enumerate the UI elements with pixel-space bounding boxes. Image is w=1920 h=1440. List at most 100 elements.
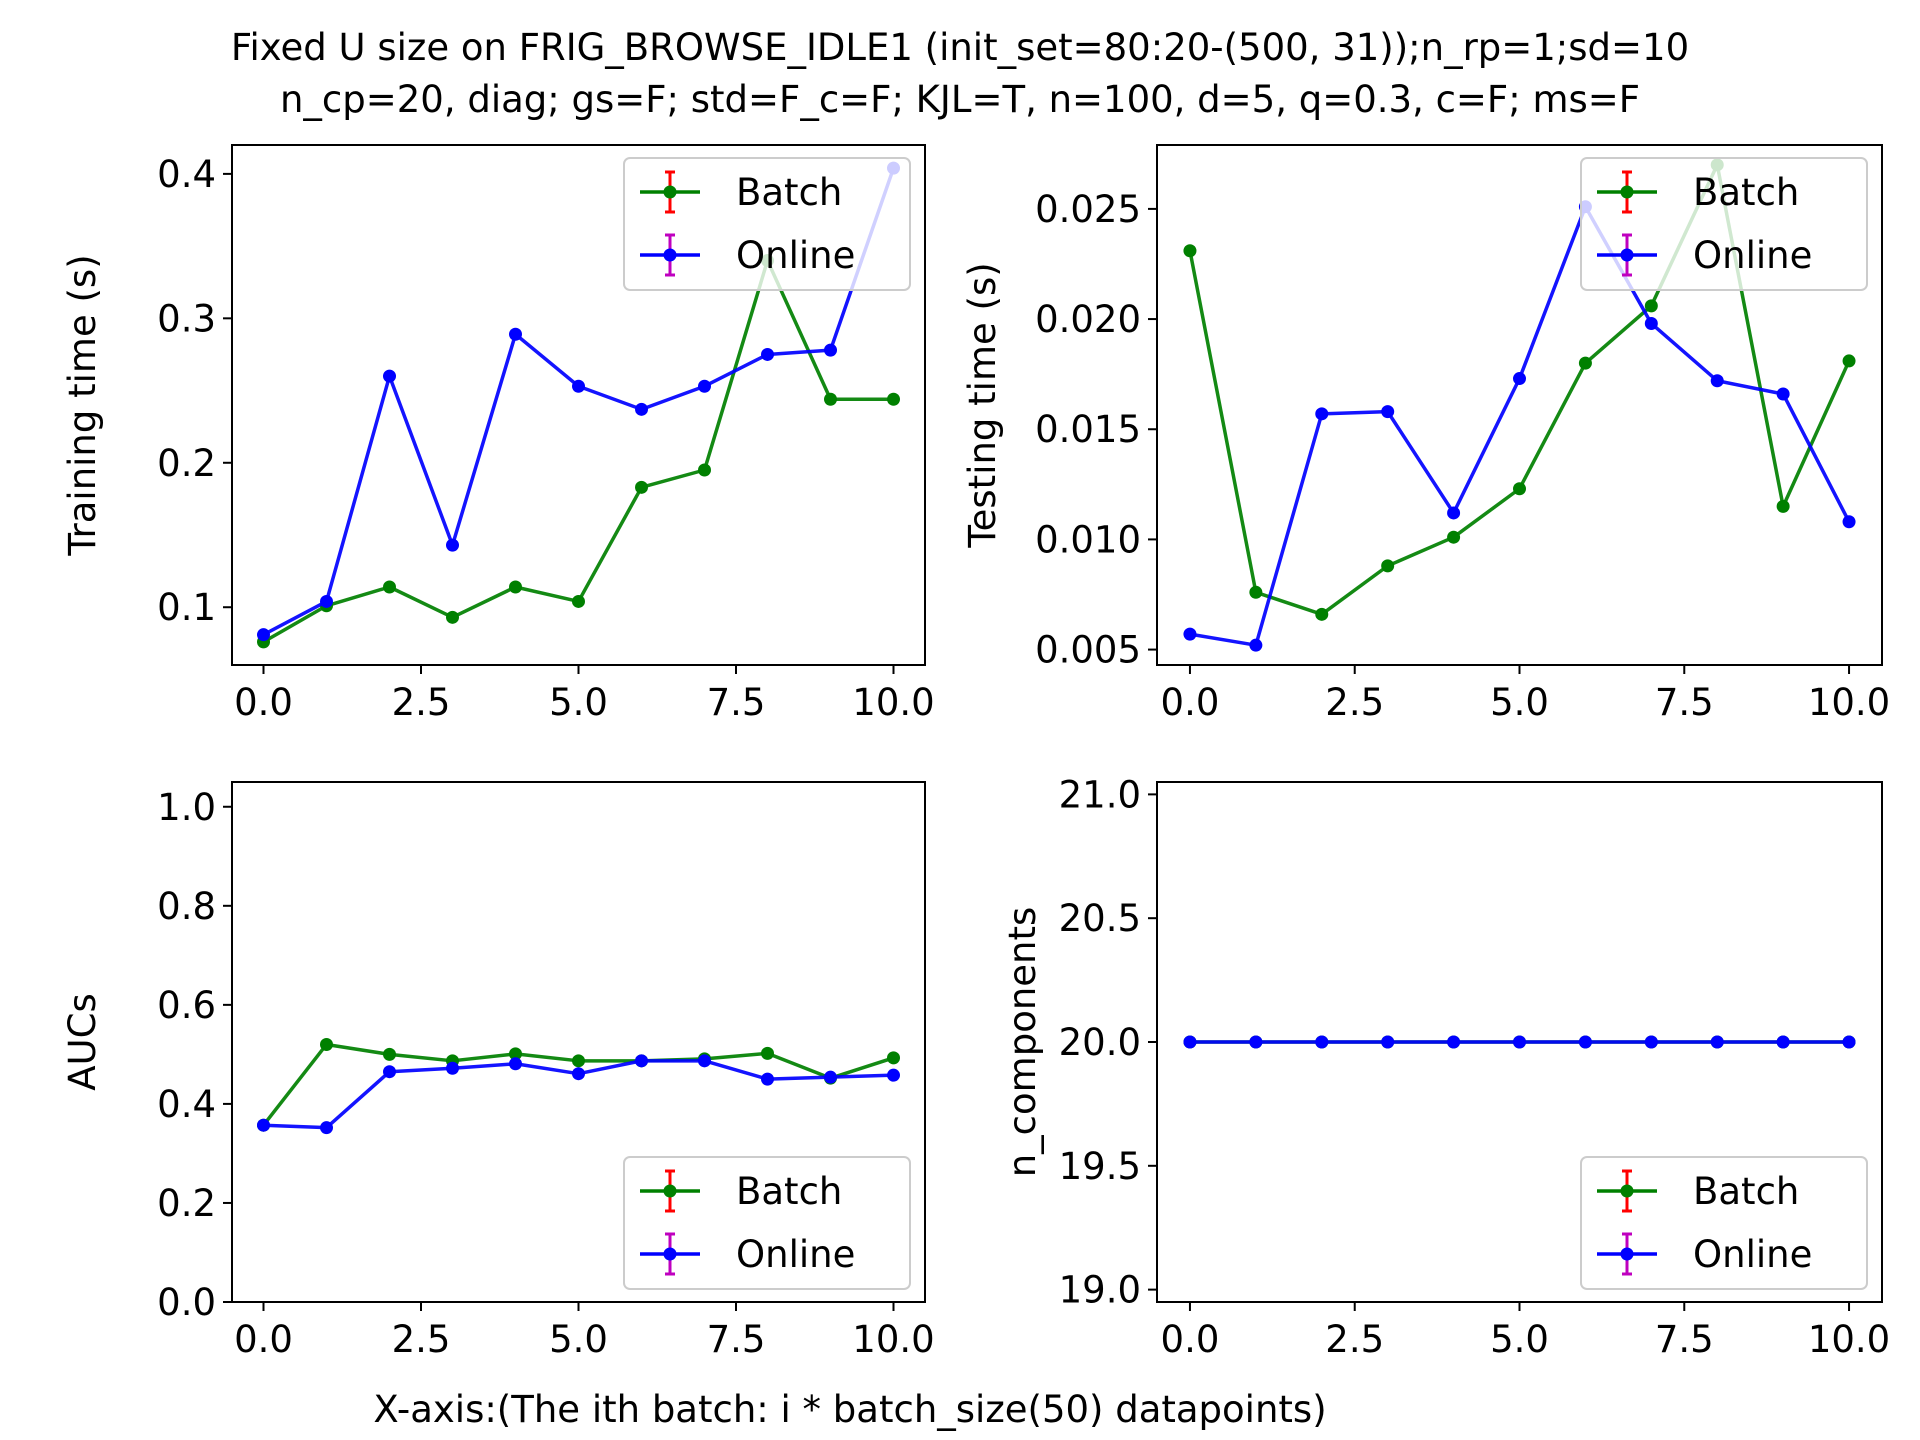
data-point-online bbox=[572, 379, 585, 393]
x-tick-label: 0.0 bbox=[1161, 681, 1220, 724]
data-point-batch bbox=[761, 1046, 774, 1060]
data-point-online bbox=[1578, 1035, 1592, 1049]
data-point-online bbox=[320, 594, 333, 608]
legend-marker bbox=[663, 1184, 677, 1198]
x-tick-label: 10.0 bbox=[852, 1318, 934, 1361]
x-tick-label: 5.0 bbox=[549, 681, 608, 724]
data-point-online bbox=[1644, 1035, 1658, 1049]
data-point-batch bbox=[446, 610, 459, 624]
y-tick-label: 0.010 bbox=[1035, 518, 1141, 561]
data-point-online bbox=[824, 343, 837, 357]
legend-label: Batch bbox=[1693, 1170, 1799, 1213]
y-tick-label: 0.3 bbox=[157, 297, 216, 340]
legend-marker bbox=[663, 1247, 677, 1261]
data-point-online bbox=[698, 379, 711, 393]
data-point-online bbox=[1183, 1035, 1197, 1049]
data-point-online bbox=[446, 1061, 459, 1075]
legend-label: Batch bbox=[1693, 171, 1799, 214]
legend-label: Online bbox=[1693, 1233, 1812, 1276]
x-tick-label: 7.5 bbox=[1655, 1318, 1714, 1361]
legend-marker bbox=[663, 185, 677, 199]
legend-label: Online bbox=[736, 1233, 855, 1276]
data-point-batch bbox=[1513, 482, 1526, 496]
x-tick-label: 7.5 bbox=[707, 681, 766, 724]
x-tick-label: 5.0 bbox=[1490, 1318, 1549, 1361]
y-tick-label: 0.2 bbox=[157, 1182, 216, 1225]
legend-marker bbox=[1620, 185, 1634, 199]
x-tick-label: 7.5 bbox=[1655, 681, 1714, 724]
legend-marker bbox=[663, 248, 677, 262]
x-tick-label: 2.5 bbox=[392, 681, 451, 724]
y-axis-label: n_components bbox=[1001, 907, 1044, 1178]
y-tick-label: 0.4 bbox=[157, 1083, 216, 1126]
data-point-online bbox=[1842, 515, 1856, 529]
y-tick-label: 0.1 bbox=[157, 586, 216, 629]
data-point-online bbox=[761, 347, 774, 361]
data-point-online bbox=[1776, 1035, 1790, 1049]
x-tick-label: 2.5 bbox=[392, 1318, 451, 1361]
data-point-batch bbox=[1249, 585, 1263, 599]
y-tick-label: 0.025 bbox=[1035, 188, 1141, 231]
data-point-batch bbox=[383, 580, 396, 594]
data-point-online bbox=[1447, 506, 1461, 520]
panel-aucs: 0.0 2.5 5.0 7.5 10.0 0.0 0.2 0.4 0.6 0.8 1.0 AUCs Ba… bbox=[61, 781, 935, 1361]
data-point-online bbox=[446, 538, 459, 552]
legend-marker bbox=[1620, 248, 1634, 262]
data-point-batch bbox=[509, 1047, 522, 1061]
y-tick-label: 19.5 bbox=[1059, 1145, 1141, 1188]
data-point-batch bbox=[1644, 299, 1658, 313]
y-tick-label: 0.4 bbox=[157, 153, 216, 196]
legend-marker bbox=[1620, 1184, 1634, 1198]
figure-title-line1: Fixed U size on FRIG_BROWSE_IDLE1 (init_… bbox=[231, 26, 1689, 69]
y-tick-label: 21.0 bbox=[1059, 773, 1141, 816]
data-point-online bbox=[1842, 1035, 1856, 1049]
data-point-online bbox=[1513, 1035, 1526, 1049]
y-tick-label: 1.0 bbox=[157, 786, 216, 829]
x-tick-label: 10.0 bbox=[1808, 1318, 1890, 1361]
x-tick-label: 2.5 bbox=[1325, 681, 1384, 724]
legend-marker bbox=[1620, 1247, 1634, 1261]
legend-label: Batch bbox=[736, 171, 842, 214]
y-axis-label: AUCs bbox=[61, 993, 104, 1091]
data-point-batch bbox=[383, 1047, 396, 1061]
data-point-online bbox=[1710, 1035, 1724, 1049]
x-tick-label: 5.0 bbox=[549, 1318, 608, 1361]
data-point-online bbox=[698, 1054, 711, 1068]
data-point-batch bbox=[887, 1051, 900, 1065]
x-tick-label: 7.5 bbox=[707, 1318, 766, 1361]
data-point-online bbox=[320, 1121, 333, 1135]
y-tick-label: 0.020 bbox=[1035, 298, 1141, 341]
y-axis-label: Training time (s) bbox=[61, 254, 104, 556]
data-point-batch bbox=[1315, 607, 1329, 621]
data-point-online bbox=[509, 1057, 522, 1071]
x-tick-label: 0.0 bbox=[1161, 1318, 1220, 1361]
y-tick-label: 0.6 bbox=[157, 984, 216, 1027]
y-tick-label: 19.0 bbox=[1059, 1269, 1141, 1312]
data-point-online bbox=[383, 1065, 396, 1079]
data-point-online bbox=[1249, 1035, 1263, 1049]
data-point-batch bbox=[1776, 499, 1790, 513]
data-point-batch bbox=[572, 1054, 585, 1068]
figure-x-axis-label: X-axis:(The ith batch: i * batch_size(50… bbox=[373, 1388, 1326, 1431]
data-point-batch bbox=[824, 392, 837, 406]
data-point-online bbox=[257, 1118, 270, 1132]
legend-label: Online bbox=[736, 234, 855, 277]
data-point-batch bbox=[887, 392, 900, 406]
data-point-online bbox=[509, 327, 522, 341]
x-tick-label: 5.0 bbox=[1490, 681, 1549, 724]
data-point-online bbox=[572, 1067, 585, 1081]
panel-n-components: 0.0 2.5 5.0 7.5 10.0 19.0 19.5 20.0 20.5 21.0 n_co… bbox=[1001, 773, 1890, 1361]
y-tick-label: 0.2 bbox=[157, 442, 216, 485]
data-point-batch bbox=[1447, 530, 1461, 544]
data-point-online bbox=[1776, 387, 1790, 401]
y-tick-label: 20.5 bbox=[1059, 897, 1141, 940]
data-point-batch bbox=[635, 480, 648, 494]
data-point-online bbox=[1315, 407, 1329, 421]
data-point-batch bbox=[320, 1037, 333, 1051]
data-point-batch bbox=[1578, 356, 1592, 370]
panel-training-time: 0.0 2.5 5.0 7.5 10.0 0.1 0.2 0.3 0.4 Training tim… bbox=[61, 144, 935, 724]
figure-title-line2: n_cp=20, diag; gs=F; std=F_c=F; KJL=T, n… bbox=[280, 78, 1640, 121]
x-tick-label: 10.0 bbox=[852, 681, 934, 724]
data-point-batch bbox=[1183, 244, 1197, 258]
legend-label: Batch bbox=[736, 1170, 842, 1213]
